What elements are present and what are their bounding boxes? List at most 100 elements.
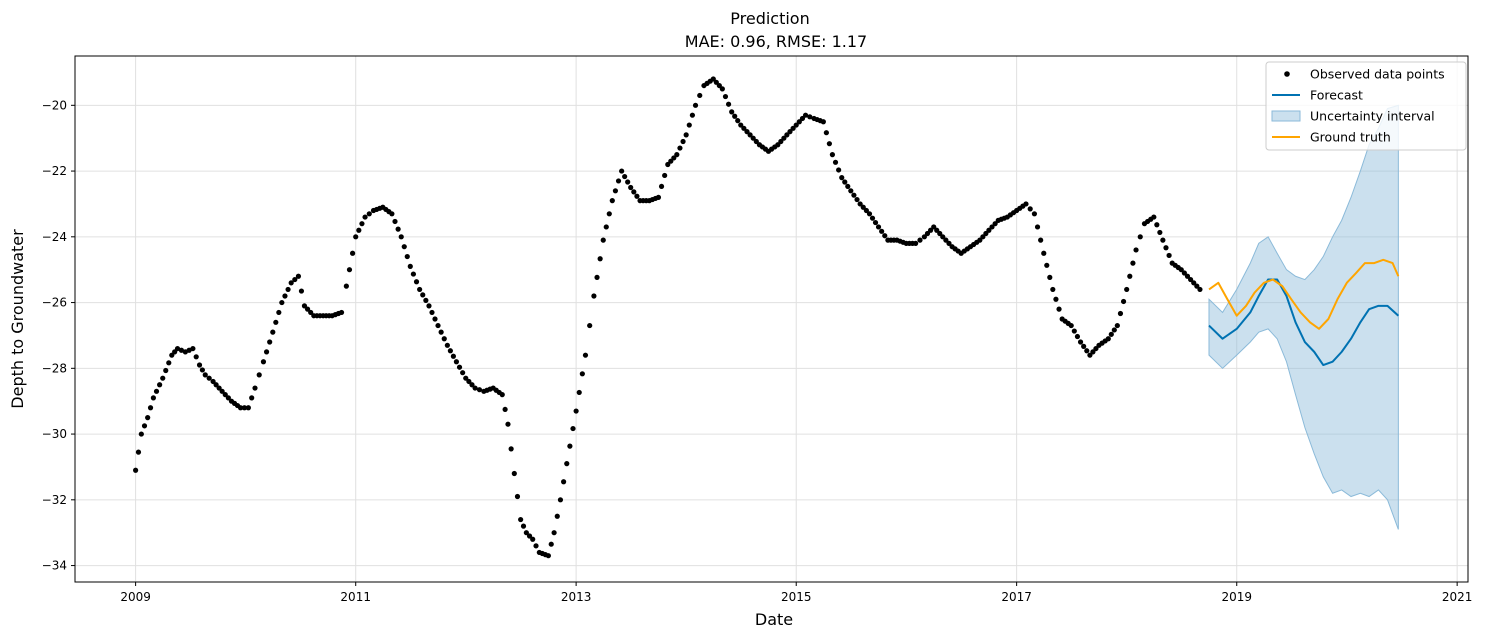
observed-point [1044, 262, 1050, 268]
observed-point [567, 443, 573, 449]
observed-point [796, 119, 802, 125]
observed-point [986, 227, 992, 233]
observed-point [163, 367, 169, 374]
observed-point [505, 421, 511, 427]
observed-point [270, 329, 276, 335]
legend-label: Observed data points [1310, 67, 1445, 82]
observed-point [1050, 286, 1056, 293]
observed-point [133, 467, 139, 473]
legend-box [1265, 61, 1467, 151]
observed-point [193, 354, 199, 360]
observed-point [913, 240, 919, 246]
legend: Observed data points Forecast Uncertainty … [1265, 61, 1467, 151]
observed-point [282, 293, 288, 299]
observed-point [725, 101, 732, 107]
observed-point [469, 382, 475, 388]
observed-point [279, 299, 285, 306]
observed-point [665, 161, 671, 168]
observed-point [1114, 322, 1120, 329]
observed-point [735, 118, 741, 124]
observed-point [199, 367, 205, 373]
observed-point [545, 553, 551, 559]
observed-point [1087, 352, 1093, 358]
observed-point [1081, 343, 1087, 349]
observed-point [346, 267, 353, 273]
observed-point [683, 132, 689, 138]
observed-point [252, 385, 258, 391]
observed-point [276, 309, 282, 316]
observed-point [658, 183, 665, 190]
observed-point [1071, 328, 1077, 334]
grid [75, 56, 1468, 582]
chart-subtitle-text: MAE: 0.96, RMSE: 1.17 [685, 32, 867, 51]
observed-point [600, 237, 606, 243]
observed-point [787, 129, 793, 135]
observed-point [407, 263, 413, 269]
observed-point [1041, 250, 1047, 256]
observed-point [196, 362, 203, 368]
observed-point [463, 375, 469, 381]
observed-point [1151, 214, 1157, 220]
observed-point [882, 233, 888, 239]
observed-point [1157, 229, 1163, 236]
y-axis-label: Depth to Groundwater [8, 229, 27, 409]
observed-point [1197, 286, 1203, 293]
observed-point [863, 207, 869, 214]
observed-point [160, 375, 166, 381]
observed-point [869, 215, 876, 221]
observed-point [447, 348, 453, 354]
observed-point [398, 234, 404, 240]
observed-point [845, 183, 851, 190]
observed-point [680, 138, 686, 145]
observed-point [594, 274, 600, 280]
observed-point [530, 536, 536, 542]
y-tick-label: −30 [42, 427, 67, 441]
observed-point [241, 405, 248, 411]
observed-point [879, 228, 885, 234]
observed-point [1124, 286, 1130, 293]
observed-point [520, 523, 527, 529]
observed-point [1108, 331, 1114, 337]
observed-point [256, 372, 262, 378]
observed-point [438, 329, 444, 335]
observed-point [157, 382, 163, 388]
ground-truth-line [1208, 258, 1400, 330]
observed-point [526, 533, 533, 539]
observed-point [854, 196, 860, 203]
observed-point [829, 152, 836, 158]
observed-point [174, 345, 181, 352]
observed-point [807, 114, 813, 120]
observed-point [213, 382, 219, 388]
observed-point [674, 152, 680, 158]
observed-point [1163, 245, 1169, 251]
series-lines [1208, 258, 1400, 367]
observed-point [426, 303, 432, 309]
y-tick-label: −20 [42, 98, 67, 112]
observed-point [1105, 336, 1111, 342]
observed-point [147, 405, 154, 411]
y-tick-label: −24 [42, 230, 67, 244]
observed-point [1188, 276, 1194, 283]
observed-point [401, 244, 407, 250]
observed-point [1068, 322, 1074, 329]
observed-point [410, 271, 417, 277]
observed-point [615, 178, 622, 184]
observed-point [668, 158, 674, 164]
observed-point [476, 387, 483, 393]
observed-point [285, 286, 291, 293]
observed-point [983, 230, 989, 237]
observed-point [557, 497, 564, 503]
observed-point [671, 155, 677, 161]
observed-point [514, 493, 521, 500]
observed-point [222, 392, 228, 398]
observed-point [260, 359, 267, 365]
legend-patch-swatch [1271, 110, 1301, 122]
observed-point [1090, 349, 1096, 355]
uncertainty-band [1208, 104, 1399, 530]
observed-point [839, 175, 845, 181]
observed-point [523, 530, 529, 536]
observed-point [456, 364, 463, 370]
observed-point [518, 516, 524, 523]
observed-point [1127, 273, 1133, 279]
observed-point [359, 221, 365, 227]
